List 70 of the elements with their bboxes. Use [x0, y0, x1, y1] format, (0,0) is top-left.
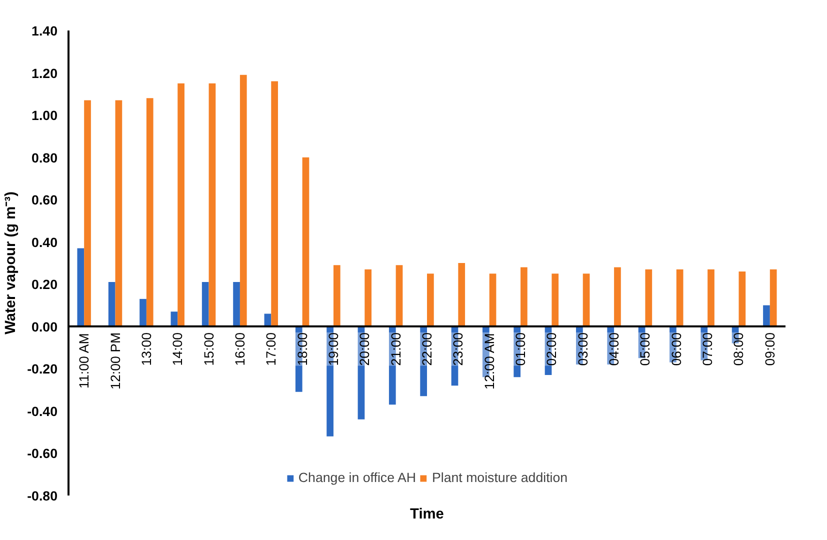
x-tick-label: 12:00 PM: [108, 332, 123, 390]
legend-label: Change in office AH: [298, 470, 416, 485]
bar: [364, 269, 372, 326]
x-tick-label: 09:00: [762, 332, 778, 366]
bar: [738, 271, 746, 326]
legend-label: Plant moisture addition: [432, 470, 568, 485]
bar: [396, 265, 403, 326]
x-tick-label: 16:00: [232, 332, 248, 366]
bar: [146, 98, 154, 326]
x-axis-title: Time: [410, 506, 444, 522]
y-tick-label: 0.60: [32, 192, 58, 208]
bar: [264, 314, 272, 326]
y-tick-label: 0.80: [32, 150, 58, 166]
x-tick-label: 18:00: [294, 332, 310, 366]
bar: [614, 267, 621, 326]
bar: [233, 282, 240, 326]
x-tick-label: 06:00: [668, 332, 684, 366]
bar: [108, 282, 116, 326]
x-tick-label: 11:00 AM: [76, 333, 92, 388]
bar: [170, 312, 178, 326]
y-axis-title: Water vapour (g m⁻³): [3, 191, 20, 334]
bar: [520, 267, 528, 326]
y-tick-label: 1.20: [32, 66, 58, 81]
y-tick-label: -0.40: [27, 404, 58, 419]
y-tick-label: -0.20: [27, 362, 58, 377]
bar: [240, 74, 247, 326]
bar: [77, 248, 84, 326]
x-tick-label: 17:00: [264, 332, 279, 366]
bar: [202, 282, 209, 326]
x-tick-label: 02:00: [544, 332, 560, 366]
x-tick-label: 05:00: [638, 332, 653, 366]
x-tick-label: 14:00: [170, 332, 186, 366]
bar: [645, 269, 652, 326]
y-tick-label: 1.40: [32, 24, 58, 38]
bar: [427, 274, 434, 326]
y-tick-label: 0.00: [32, 319, 58, 334]
bar: [552, 274, 559, 326]
bar: [582, 274, 590, 326]
x-tick-label: 01:00: [513, 332, 528, 366]
x-tick-label: 07:00: [700, 332, 716, 366]
bar: [676, 269, 684, 326]
y-tick-label: 0.40: [32, 234, 58, 250]
bar: [763, 305, 770, 326]
x-tick-label: 20:00: [357, 332, 372, 366]
bar: [84, 100, 91, 326]
x-tick-label: 12:00 AM: [482, 333, 497, 390]
x-tick-label: 22:00: [420, 332, 434, 366]
bar: [115, 100, 122, 326]
bar: [271, 81, 278, 326]
bar: [333, 265, 340, 326]
bar: [140, 298, 146, 326]
x-tick-label: 03:00: [575, 332, 590, 366]
bar: [708, 269, 714, 326]
y-tick-label: -0.80: [27, 488, 58, 504]
bar: [458, 263, 466, 326]
y-tick-label: 0.20: [32, 277, 58, 292]
bar: [489, 274, 496, 326]
x-tick-label: 23:00: [450, 332, 466, 366]
bar: [208, 83, 216, 326]
x-tick-label: 13:00: [138, 332, 154, 366]
x-tick-label: 08:00: [731, 332, 746, 366]
x-tick-label: 15:00: [201, 332, 216, 366]
x-tick-label: 19:00: [326, 332, 341, 366]
bar: [178, 83, 184, 326]
bar: [302, 157, 310, 326]
bar: [770, 269, 777, 326]
x-tick-label: 04:00: [606, 332, 622, 366]
y-tick-label: -0.60: [27, 446, 58, 462]
y-tick-label: 1.00: [32, 108, 58, 124]
x-tick-label: 21:00: [388, 332, 404, 366]
